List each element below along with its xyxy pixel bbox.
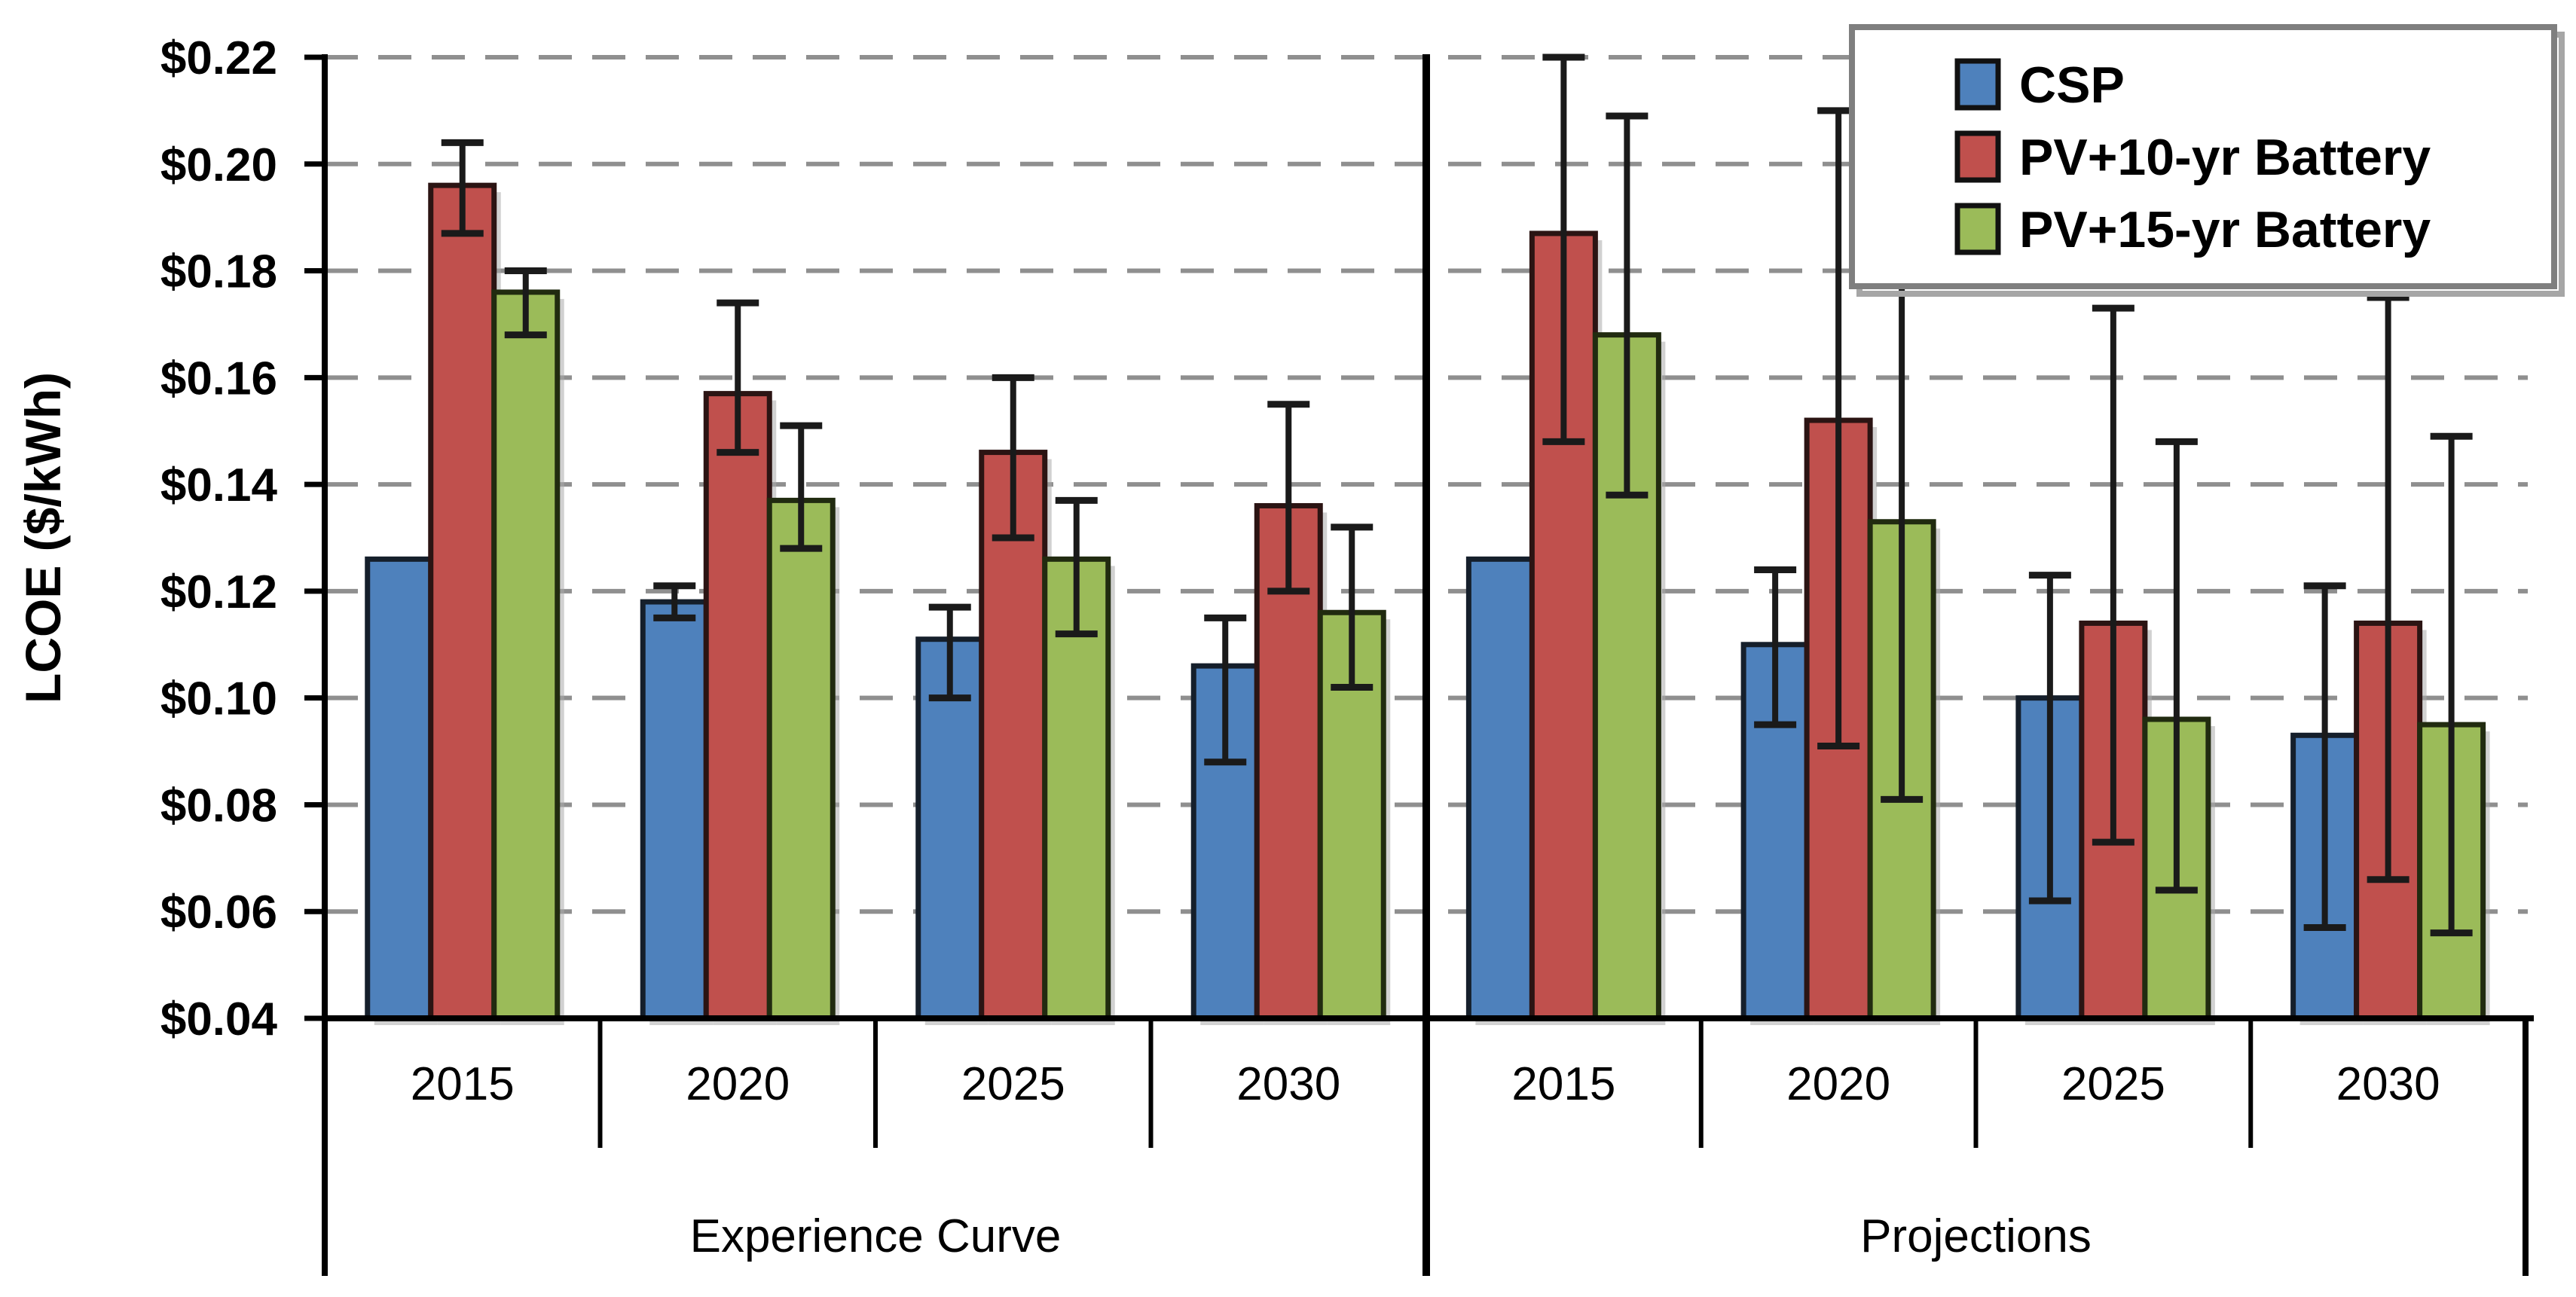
x-year-label: 2025 — [961, 1058, 1065, 1110]
x-year-label: 2025 — [2061, 1058, 2165, 1110]
y-tick-label: $0.10 — [160, 673, 277, 725]
bar-csp-projections-2015 — [1465, 556, 1535, 1021]
bar-pv-10-yr-battery-experience_curve-2015 — [428, 182, 497, 1021]
x-group-label-experience_curve: Experience Curve — [690, 1210, 1062, 1262]
y-tick-label: $0.16 — [160, 352, 277, 404]
bar-pv-10-yr-battery-experience_curve-2020 — [703, 391, 772, 1021]
bar-csp-experience_curve-2020 — [640, 599, 709, 1021]
x-year-label: 2020 — [1786, 1058, 1890, 1110]
x-year-label: 2015 — [411, 1058, 515, 1110]
y-tick-label: $0.08 — [160, 780, 277, 832]
legend-swatch-csp — [1954, 58, 2001, 111]
x-year-label: 2030 — [2336, 1058, 2440, 1110]
legend-label: PV+15-yr Battery — [2019, 201, 2431, 258]
axes-layer — [304, 54, 2534, 1276]
y-tick-label: $0.20 — [160, 139, 277, 191]
x-group-label-projections: Projections — [1860, 1210, 2092, 1262]
axis-labels-layer: $0.04 $0.06 $0.08 $0.10 $0.12 $0.14 $0.16 $0.18… — [15, 32, 2440, 1262]
legend: CSP PV+10-yr Battery PV+15-yr Battery — [1849, 24, 2565, 297]
bar-csp-experience_curve-2015 — [365, 556, 434, 1021]
bar-pv-15-yr-battery-experience_curve-2020 — [766, 497, 836, 1021]
legend-swatch-pv-10-yr-battery — [1954, 130, 2001, 183]
legend-swatch-pv-15-yr-battery — [1954, 203, 2001, 255]
y-tick-label: $0.18 — [160, 246, 277, 298]
y-tick-label: $0.14 — [160, 459, 278, 511]
error-bars-layer — [441, 53, 2473, 937]
x-year-label: 2020 — [686, 1058, 790, 1110]
y-tick-label: $0.04 — [160, 993, 278, 1045]
legend-label: CSP — [2019, 56, 2125, 114]
y-tick-label: $0.22 — [160, 32, 277, 84]
y-tick-label: $0.12 — [160, 566, 277, 618]
y-tick-label: $0.06 — [160, 887, 277, 938]
x-year-label: 2015 — [1511, 1058, 1615, 1110]
y-axis-title: LCOE ($/kWh) — [15, 372, 71, 703]
x-year-label: 2030 — [1236, 1058, 1340, 1110]
bar-pv-15-yr-battery-experience_curve-2015 — [491, 289, 561, 1021]
legend-label: PV+10-yr Battery — [2019, 129, 2431, 186]
